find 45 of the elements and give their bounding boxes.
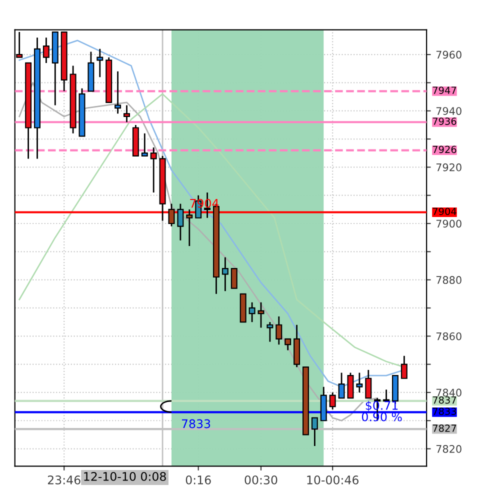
candlestick — [141, 132, 148, 157]
candlestick — [168, 203, 175, 228]
candlestick — [284, 338, 292, 351]
y-tick-label: 7960 — [436, 50, 462, 59]
candlestick — [347, 372, 354, 399]
text: 7904 — [432, 208, 456, 216]
candlestick — [400, 355, 408, 380]
ref-line-label: 7947 — [432, 86, 456, 94]
x-tick-label: 23:46 — [48, 475, 80, 484]
y-tick-label: 7820 — [436, 445, 462, 453]
y-tick-label: 7880 — [436, 276, 462, 284]
x-tick-label: 0:16 — [186, 475, 211, 484]
candlestick — [356, 372, 363, 394]
annotation: 7833 — [182, 419, 210, 428]
x-tick-label: 10-00:46 — [307, 475, 358, 484]
y-tick-label: 7840 — [436, 388, 462, 397]
candlestick — [276, 316, 282, 346]
y-tick-label: 7900 — [436, 220, 462, 228]
candlestick — [150, 146, 157, 194]
candlestick — [222, 256, 228, 292]
candlestick — [114, 70, 122, 114]
y-tick-label: 7920 — [436, 163, 462, 172]
candlestick — [96, 48, 104, 78]
x-tick-label: 00:30 — [244, 475, 278, 484]
y-tick-label: 7940 — [436, 107, 462, 115]
candlestick — [230, 268, 238, 289]
ref-line-label: 7837 — [432, 396, 456, 404]
candlestick — [124, 104, 130, 123]
candlestick — [186, 208, 193, 247]
candlestick — [329, 392, 336, 410]
ref-line-label: 7827 — [432, 424, 456, 432]
candlestick — [258, 302, 264, 328]
candlestick — [248, 302, 256, 323]
candlestick — [177, 203, 184, 242]
candlestick — [266, 321, 274, 342]
candlestick — [365, 369, 372, 399]
ref-line-label: 7936 — [432, 118, 456, 125]
candlestick — [42, 36, 50, 64]
y-tick-label: 7860 — [436, 332, 462, 340]
candlestick — [383, 388, 390, 402]
ref-line-label: 7833 — [432, 408, 456, 415]
candlestick — [338, 372, 345, 399]
ref-line-label: 12-10-10 0:08 — [84, 472, 166, 481]
ref-line-label: 7926 — [432, 146, 456, 154]
candlestick — [311, 417, 318, 447]
